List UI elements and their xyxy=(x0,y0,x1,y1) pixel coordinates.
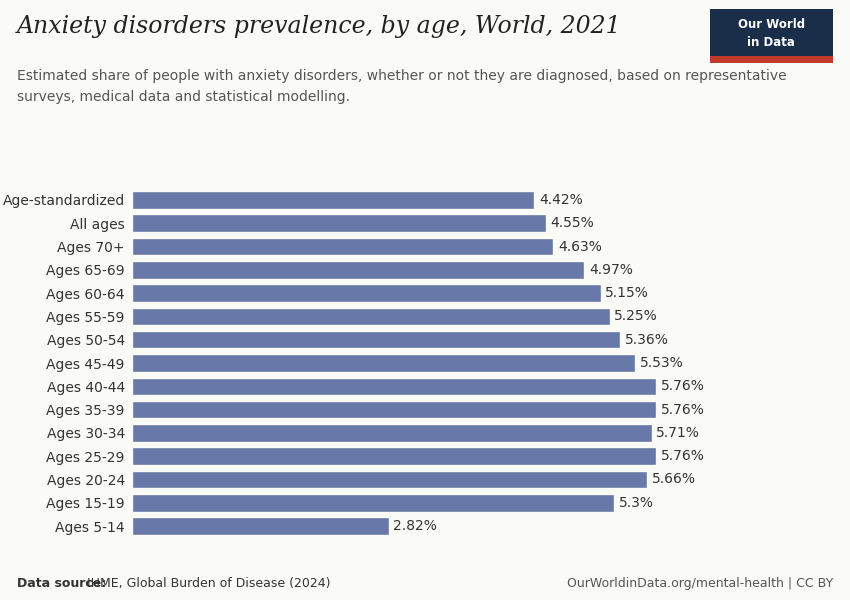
Bar xyxy=(132,354,635,372)
Text: IHME, Global Burden of Disease (2024): IHME, Global Burden of Disease (2024) xyxy=(87,577,330,590)
Text: 5.76%: 5.76% xyxy=(661,403,705,416)
Bar xyxy=(132,448,656,465)
Bar xyxy=(132,424,652,442)
Text: Estimated share of people with anxiety disorders, whether or not they are diagno: Estimated share of people with anxiety d… xyxy=(17,69,786,104)
Text: 5.15%: 5.15% xyxy=(605,286,649,300)
Bar xyxy=(132,238,553,255)
Text: 5.25%: 5.25% xyxy=(615,310,658,323)
Bar xyxy=(132,471,647,488)
Text: Data source:: Data source: xyxy=(17,577,110,590)
Text: 5.66%: 5.66% xyxy=(652,472,696,487)
Bar xyxy=(132,214,546,232)
Bar xyxy=(132,331,620,349)
Bar xyxy=(132,494,615,512)
Bar xyxy=(132,261,584,278)
Text: 5.53%: 5.53% xyxy=(640,356,683,370)
Bar xyxy=(132,377,656,395)
Text: Our World: Our World xyxy=(738,17,805,31)
Bar xyxy=(132,308,609,325)
Bar xyxy=(132,517,388,535)
Text: 4.42%: 4.42% xyxy=(539,193,582,207)
Text: OurWorldinData.org/mental-health | CC BY: OurWorldinData.org/mental-health | CC BY xyxy=(567,577,833,590)
Text: 4.55%: 4.55% xyxy=(551,216,594,230)
Text: Anxiety disorders prevalence, by age, World, 2021: Anxiety disorders prevalence, by age, Wo… xyxy=(17,15,621,38)
Text: 2.82%: 2.82% xyxy=(393,519,437,533)
Text: 5.3%: 5.3% xyxy=(619,496,654,510)
Bar xyxy=(132,401,656,418)
Text: 4.97%: 4.97% xyxy=(589,263,632,277)
Text: 4.63%: 4.63% xyxy=(558,239,602,254)
Text: 5.76%: 5.76% xyxy=(661,379,705,393)
Bar xyxy=(132,284,601,302)
Text: 5.36%: 5.36% xyxy=(625,333,668,347)
Bar xyxy=(132,191,535,209)
Text: 5.71%: 5.71% xyxy=(656,426,700,440)
Text: 5.76%: 5.76% xyxy=(661,449,705,463)
Text: in Data: in Data xyxy=(747,36,796,49)
